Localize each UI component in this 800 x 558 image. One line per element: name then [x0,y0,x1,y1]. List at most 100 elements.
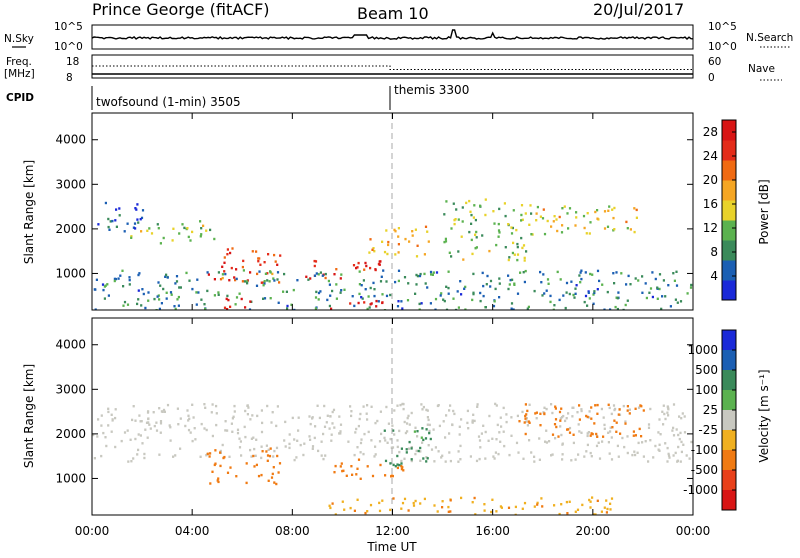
range-cell [203,427,206,430]
range-cell [460,418,463,421]
range-cell [147,291,150,294]
range-cell [139,434,142,437]
range-cell [200,227,203,230]
range-cell [561,207,564,210]
range-cell [609,308,612,310]
range-cell [250,437,253,440]
range-cell [484,430,487,434]
range-cell [558,215,561,219]
range-cell [159,422,163,425]
range-cell [651,271,654,274]
range-cell [603,210,607,213]
range-cell [396,404,399,407]
range-cell [397,235,400,238]
range-cell [341,469,344,473]
range-cell [637,279,640,282]
nsearch-label: N.Search [746,32,793,44]
range-cell [249,448,252,452]
range-cell [679,431,682,435]
range-cell [97,223,100,226]
range-cell [339,277,342,280]
range-cell [539,424,542,427]
range-cell [103,297,106,300]
range-cell [576,508,580,511]
range-cell [394,465,397,468]
range-cell [568,426,572,430]
range-cell [614,407,617,411]
range-cell [447,270,450,273]
range-cell [499,505,502,508]
range-cell [338,432,341,435]
range-cell [539,215,542,218]
range-cell [223,261,226,264]
range-cell [625,283,628,286]
range-cell [102,431,105,435]
range-cell [396,439,399,442]
range-cell [495,510,498,513]
range-cell [574,224,577,227]
range-cell [191,287,194,291]
range-cell [229,466,232,469]
range-cell [191,439,194,443]
range-cell [385,229,388,232]
range-cell [129,438,132,441]
range-cell [498,231,501,234]
range-cell [260,281,263,284]
power-heatmap [93,198,693,310]
range-cell [523,421,526,424]
range-cell [161,410,164,413]
range-cell [498,282,501,285]
range-cell [356,467,359,470]
range-cell [675,270,678,273]
range-cell [168,424,171,427]
range-cell [400,507,403,510]
range-cell [139,218,142,221]
range-cell [656,286,659,289]
range-cell [415,283,418,286]
range-cell [491,498,494,501]
range-cell [427,444,430,447]
range-cell [313,274,317,277]
range-cell [419,459,422,462]
range-cell [128,278,131,282]
range-cell [209,482,212,485]
colorbar-tick: 100 [695,383,718,397]
range-cell [580,431,583,434]
range-cell [574,458,577,461]
range-cell [317,291,321,295]
range-cell [381,240,384,243]
range-cell [235,475,238,478]
range-cell [515,441,519,445]
range-cell [253,465,256,468]
range-cell [328,304,331,308]
range-cell [511,278,514,281]
range-cell [610,436,613,439]
range-cell [678,437,681,441]
range-cell [145,421,149,424]
range-cell [251,250,254,253]
range-cell [176,407,179,410]
range-cell [219,449,222,453]
range-cell [679,460,682,463]
range-cell [225,297,228,301]
range-cell [94,288,97,291]
range-cell [356,266,359,269]
range-cell [522,244,526,247]
range-cell [171,239,174,242]
range-cell [589,272,592,276]
range-cell [614,305,617,309]
range-cell [456,290,459,293]
cpid-program-2: themis 3300 [394,83,469,97]
range-cell [353,509,356,512]
nsky-strip: N.Sky 10^5 10^0 10^5 10^0 N.Search [4,21,793,53]
range-cell [416,274,419,278]
range-cell [510,226,513,229]
range-cell [302,453,305,457]
range-cell [497,229,501,232]
range-cell [448,432,451,435]
range-cell [423,272,426,276]
range-cell [396,466,399,470]
range-cell [542,273,545,276]
colorbar-swatch [722,160,736,181]
